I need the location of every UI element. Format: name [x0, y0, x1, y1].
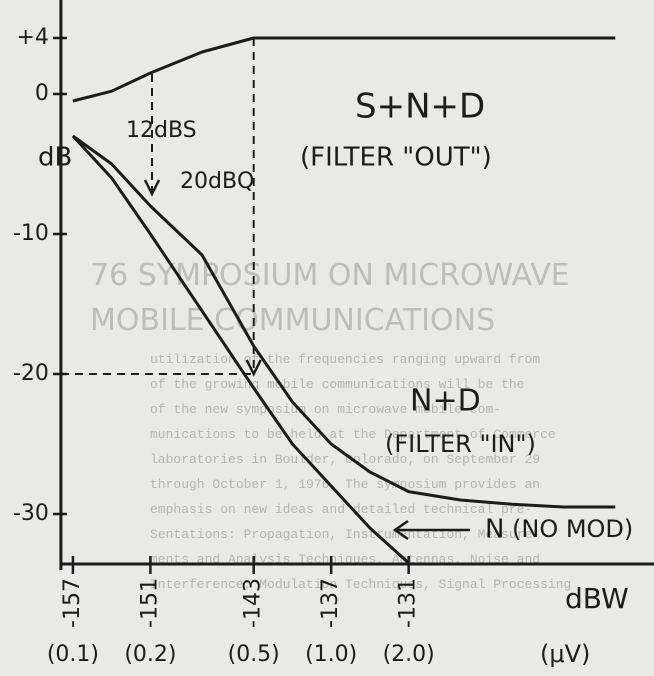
document-line: Interference, Modulation Techniques, Sig… — [150, 577, 572, 592]
x-secondary-label: (2.0) — [383, 642, 435, 667]
annotation: 12dBS — [126, 118, 197, 143]
document-line: munications to be held at the Department… — [150, 427, 556, 442]
x-tick-label: -137 — [318, 578, 343, 628]
arrow-head — [143, 179, 161, 197]
document-line: of the new symposium on microwave mobile… — [150, 402, 502, 417]
y-axis-label: dB — [38, 143, 72, 173]
x-secondary-label: (0.5) — [228, 642, 280, 667]
document-heading: MOBILE COMMUNICATIONS — [90, 303, 496, 338]
x-tick-label: -143 — [241, 578, 266, 628]
annotation: (FILTER "IN") — [385, 430, 536, 458]
x-tick-label: -131 — [396, 578, 421, 628]
series-label: N — [485, 515, 504, 545]
document-line: emphasis on new ideas and detailed techn… — [150, 502, 533, 517]
document-line: of the growing mobile communications wil… — [150, 377, 525, 392]
line-series — [72, 134, 616, 509]
y-tick-label: +4 — [16, 25, 48, 50]
document-line: through October 1, 1976. The symposium p… — [150, 477, 541, 492]
document-line: laboratories in Boulder, Colorado, on Se… — [150, 452, 541, 467]
arrow-head — [245, 359, 262, 377]
line-series — [72, 36, 616, 103]
annotation: (NO MOD) — [512, 515, 633, 543]
series-label: N+D — [410, 384, 481, 419]
x-secondary-axis-label: (μV) — [540, 640, 590, 668]
x-tick-label: -157 — [60, 578, 85, 628]
x-secondary-label: (0.1) — [47, 642, 99, 667]
y-tick-label: -10 — [13, 221, 49, 246]
x-secondary-label: (0.2) — [124, 642, 176, 667]
series-label: S+N+D — [355, 87, 485, 127]
annotation: 20dBQ — [180, 169, 254, 194]
annotation: (FILTER "OUT") — [300, 143, 492, 173]
x-secondary-label: (1.0) — [305, 642, 357, 667]
x-tick-label: -151 — [137, 578, 162, 628]
arrow — [392, 519, 470, 541]
y-tick-label: 0 — [35, 81, 49, 106]
y-tick-label: -30 — [13, 501, 49, 526]
y-tick-label: -20 — [13, 361, 49, 386]
line-series — [71, 134, 410, 565]
x-axis-label: dBW — [565, 582, 629, 615]
